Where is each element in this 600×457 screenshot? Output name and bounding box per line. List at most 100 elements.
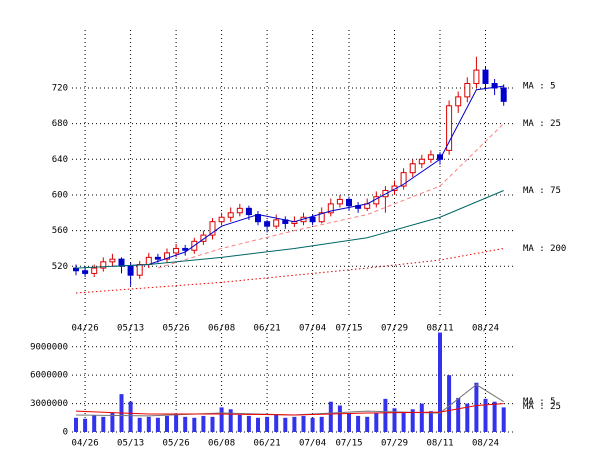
y-tick-label: 600 bbox=[52, 190, 68, 200]
volume-bar bbox=[219, 407, 224, 432]
volume-bar bbox=[374, 413, 379, 432]
volume-bar bbox=[419, 403, 424, 432]
x-tick-label: 07/15 bbox=[335, 439, 362, 449]
candle-body bbox=[482, 69, 489, 84]
x-tick-label: 06/21 bbox=[254, 439, 281, 449]
x-tick-label: 05/13 bbox=[117, 439, 144, 449]
volume-bar bbox=[228, 409, 233, 432]
candle-body bbox=[500, 87, 507, 102]
candle-body bbox=[209, 221, 216, 236]
volume-bar bbox=[101, 416, 106, 432]
candle-body bbox=[336, 198, 343, 205]
volume-bar bbox=[165, 415, 169, 432]
candle-body bbox=[82, 270, 89, 274]
legend-label: MA : 5 bbox=[523, 82, 556, 92]
volume-bar bbox=[201, 415, 206, 432]
x-tick-label: 04/26 bbox=[72, 324, 99, 334]
y-tick-label: 0 bbox=[63, 428, 68, 438]
candle-body bbox=[136, 264, 143, 276]
volume-bar bbox=[137, 417, 142, 432]
legend-label: MA : 25 bbox=[523, 119, 561, 129]
candle-body bbox=[173, 247, 180, 254]
volume-bar bbox=[365, 416, 370, 432]
candle-body bbox=[200, 234, 207, 242]
volume-bar bbox=[274, 414, 279, 432]
volume-bar bbox=[283, 417, 288, 432]
candle-body bbox=[491, 82, 498, 89]
x-tick-label: 06/21 bbox=[254, 324, 281, 334]
volume-bar bbox=[356, 415, 361, 432]
ma-line bbox=[157, 123, 505, 269]
ma-line bbox=[112, 85, 504, 267]
volume-bar bbox=[383, 398, 388, 432]
candle-body bbox=[346, 198, 352, 207]
volume-bar bbox=[310, 417, 315, 432]
x-tick-label: 08/11 bbox=[426, 439, 453, 449]
y-tick-label: 720 bbox=[52, 83, 68, 93]
volume-bar bbox=[337, 405, 342, 432]
x-tick-label: 05/13 bbox=[117, 324, 144, 334]
y-tick-label: 640 bbox=[52, 155, 68, 165]
volume-bar bbox=[146, 416, 151, 432]
x-tick-label: 07/04 bbox=[299, 324, 326, 334]
y-tick-label: 680 bbox=[52, 119, 68, 129]
candle-body bbox=[118, 258, 125, 267]
x-tick-label: 05/26 bbox=[163, 324, 190, 334]
candle-body bbox=[464, 82, 471, 98]
x-tick-label: 08/24 bbox=[472, 439, 499, 449]
volume-bar bbox=[328, 401, 333, 432]
candle-body bbox=[409, 163, 416, 174]
candle-body bbox=[273, 219, 280, 227]
volume-bar bbox=[192, 417, 197, 432]
ma-line bbox=[75, 384, 504, 417]
volume-bar bbox=[465, 403, 470, 432]
volume-bar bbox=[92, 414, 97, 432]
volume-bar bbox=[456, 397, 461, 432]
candle-body bbox=[400, 172, 407, 187]
candle-body bbox=[164, 252, 170, 260]
volume-bar bbox=[447, 375, 452, 432]
candle-body bbox=[100, 261, 107, 269]
volume-bar bbox=[410, 409, 415, 432]
candle-body bbox=[427, 154, 434, 160]
candle-body bbox=[154, 256, 161, 260]
volume-bar bbox=[292, 416, 297, 432]
candle-body bbox=[327, 203, 334, 214]
volume-bar bbox=[438, 332, 442, 432]
legend-label: MA : 5 bbox=[523, 397, 556, 407]
candle-body bbox=[318, 212, 325, 223]
legend-label: MA : 25 bbox=[523, 402, 561, 412]
volume-bar bbox=[155, 417, 160, 432]
candle-body bbox=[418, 158, 425, 165]
volume-bar bbox=[256, 417, 260, 432]
volume-bar bbox=[474, 382, 479, 432]
x-tick-label: 04/26 bbox=[72, 439, 99, 449]
ma-line bbox=[75, 190, 504, 269]
volume-bar bbox=[74, 417, 78, 432]
x-tick-label: 07/29 bbox=[381, 439, 408, 449]
volume-bar bbox=[110, 413, 115, 432]
candle-body bbox=[182, 247, 189, 251]
x-tick-label: 07/29 bbox=[381, 324, 408, 334]
candle-body bbox=[455, 96, 462, 107]
ma-line bbox=[75, 247, 504, 294]
legend-label: MA : 200 bbox=[523, 244, 566, 254]
y-tick-label: 6000000 bbox=[30, 371, 68, 381]
ma-line bbox=[75, 403, 504, 416]
candle-body bbox=[218, 216, 225, 223]
volume-bar bbox=[483, 398, 488, 432]
volume-bar bbox=[265, 416, 270, 432]
volume-bar bbox=[237, 414, 242, 432]
y-tick-label: 560 bbox=[52, 226, 68, 236]
candle-body bbox=[309, 216, 316, 223]
legend-label: MA : 75 bbox=[523, 186, 561, 196]
volume-bar bbox=[392, 408, 397, 432]
candle-body bbox=[264, 221, 271, 227]
y-tick-label: 9000000 bbox=[30, 342, 68, 352]
volume-bar bbox=[319, 416, 324, 432]
volume-bar bbox=[174, 414, 179, 432]
candle-body bbox=[91, 267, 98, 274]
x-tick-label: 08/11 bbox=[426, 324, 453, 334]
x-tick-label: 07/15 bbox=[335, 324, 362, 334]
